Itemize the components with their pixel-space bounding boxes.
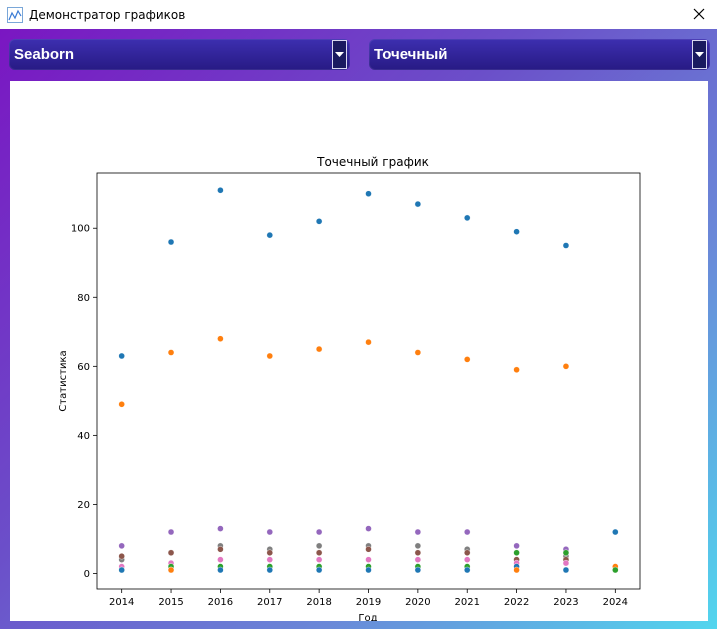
scatter-point [217,525,224,532]
scatter-chart: Точечный график 0 20 40 60 80 100 2014 2015 201… [58,155,641,621]
scatter-point [167,549,175,556]
scatter-point [217,566,224,574]
scatter-point [217,556,224,563]
main-frame: Seaborn Точечный Точечный график 0 20 40 60… [0,29,717,629]
scatter-point [217,187,224,194]
y-tick-label: 80 [77,293,90,304]
chart-type-select[interactable]: Точечный [369,39,710,70]
plot-panel: Точечный график 0 20 40 60 80 100 2014 2015 201… [10,81,708,621]
scatter-point [513,566,520,574]
plot-area [96,172,641,590]
chart-app-icon [7,6,23,23]
close-button[interactable] [689,4,709,24]
scatter-point [414,542,422,550]
scatter-point [414,200,422,208]
scatter-point [414,566,422,574]
scatter-point [464,356,471,363]
chart-type-select-value: Точечный [374,46,448,63]
scatter-point [118,352,125,360]
scatter-point [464,214,471,222]
x-tick-label: 2020 [405,597,430,608]
scatter-point [315,549,323,556]
window-title: Демонстратор графиков [29,7,186,22]
x-tick-label: 2022 [504,597,529,608]
x-tick-label: 2016 [208,597,233,608]
chevron-down-icon[interactable] [692,40,707,69]
x-tick-label: 2018 [306,597,331,608]
x-tick-label: 2014 [109,597,134,608]
scatter-point [414,556,422,563]
x-tick-label: 2017 [257,597,282,608]
x-tick-label: 2023 [553,597,578,608]
scatter-point [315,556,323,563]
scatter-point [167,349,175,356]
scatter-point [513,542,520,550]
scatter-point [612,566,619,574]
scatter-point [167,566,175,574]
scatter-point [167,528,175,536]
scatter-point [266,566,273,574]
y-tick-label: 60 [77,362,90,373]
scatter-point [266,528,273,536]
scatter-point [266,352,273,360]
scatter-point [562,363,570,370]
scatter-point [266,231,273,239]
scatter-point [464,549,471,556]
chart-title: Точечный график [316,155,429,169]
scatter-point [365,566,372,574]
scatter-point [562,566,570,574]
scatter-point [513,549,520,556]
scatter-point [464,556,471,563]
scatter-point [562,549,570,556]
y-tick-label: 0 [84,569,90,580]
x-axis-label: Год [358,613,377,621]
scatter-point [562,559,570,567]
scatter-point [612,528,619,536]
scatter-point [315,542,323,550]
title-bar: Демонстратор графиков [0,0,717,29]
scatter-point [414,349,422,356]
scatter-point [266,549,273,556]
scatter-point [217,546,224,553]
y-tick-label: 40 [77,431,90,442]
y-tick-label: 20 [77,500,90,511]
scatter-point [167,238,175,246]
scatter-point [315,566,323,574]
scatter-point [464,528,471,536]
scatter-point [315,345,323,353]
x-tick-label: 2015 [158,597,183,608]
y-axis-label: Статистика [58,350,69,411]
scatter-point [217,335,224,342]
scatter-point [118,553,125,560]
scatter-point [365,556,372,563]
scatter-point [414,549,422,556]
scatter-point [414,528,422,536]
scatter-point [365,190,372,197]
scatter-point [118,542,125,550]
x-tick-label: 2019 [356,597,381,608]
scatter-point [365,546,372,553]
scatter-point [513,228,520,235]
chevron-down-icon[interactable] [332,40,347,69]
scatter-point [118,401,125,408]
scatter-point [365,525,372,532]
close-icon [693,8,705,20]
scatter-point [315,528,323,536]
x-tick-label: 2024 [603,597,628,608]
y-tick-label: 100 [71,224,90,235]
scatter-point [266,556,273,563]
library-select[interactable]: Seaborn [9,39,350,70]
scatter-point [513,366,520,373]
scatter-point [315,218,323,225]
scatter-point [562,242,570,249]
x-tick-label: 2021 [455,597,480,608]
scatter-point [118,566,125,574]
library-select-value: Seaborn [14,46,75,63]
scatter-point [464,566,471,574]
scatter-point [365,338,372,346]
